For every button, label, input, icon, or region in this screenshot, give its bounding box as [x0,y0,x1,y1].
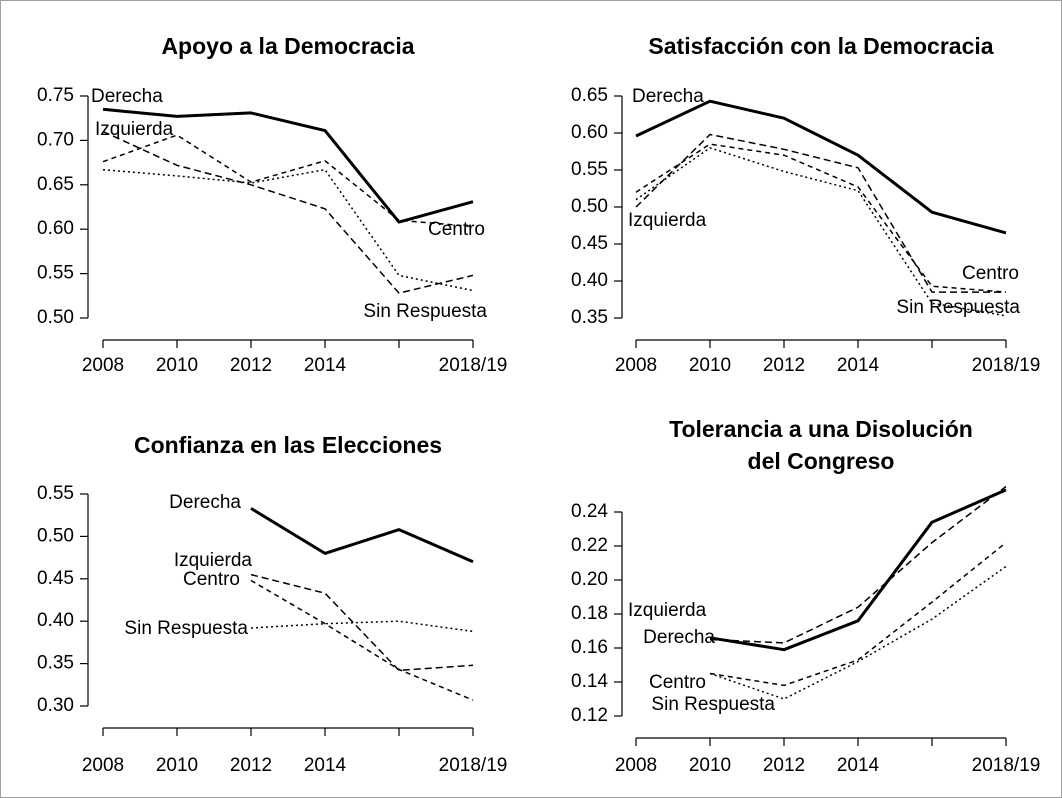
y-tick-label: 0.40 [571,270,608,291]
series-line [709,565,1007,700]
x-tick-label: 2010 [689,755,731,776]
chart-title: del Congreso [748,448,895,474]
chart-title: Confianza en las Elecciones [134,432,442,458]
series-label: Izquierda [628,210,707,231]
x-tick-label: 2012 [230,355,272,376]
series-line [635,99,1007,235]
y-tick-label: 0.65 [571,85,608,106]
series-line [709,488,1007,652]
series-line [250,620,474,633]
y-tick-label: 0.75 [37,85,74,106]
x-tick-label: 2018/19 [972,755,1041,776]
x-tick-label: 2010 [689,355,731,376]
series-label: Centro [962,263,1019,284]
y-tick-label: 0.40 [37,610,74,631]
y-tick-label: 0.12 [571,705,608,726]
y-tick-label: 0.65 [37,174,74,195]
y-tick-label: 0.55 [37,483,74,504]
series-line [709,485,1007,644]
y-tick-label: 0.45 [571,233,608,254]
series-line [635,133,1006,293]
y-tick-label: 0.22 [571,535,608,556]
y-tick-label: 0.30 [37,695,74,716]
x-tick-label: 2014 [304,755,347,776]
series-line [250,573,474,672]
series-label: Sin Respuesta [124,618,248,639]
series-label: Izquierda [95,119,174,140]
series-label: Izquierda [174,550,253,571]
x-tick-label: 2008 [615,755,657,776]
x-tick-label: 2014 [837,755,880,776]
chart-title: Tolerancia a una Disolución [669,416,973,442]
x-tick-label: 2014 [837,355,880,376]
series-label: Derecha [91,86,163,107]
series-label: Sin Respuesta [363,301,487,322]
y-tick-label: 0.60 [37,218,74,239]
series-line [250,507,474,564]
y-tick-label: 0.35 [37,653,74,674]
series-label: Izquierda [628,600,707,621]
x-tick-label: 2012 [763,755,805,776]
y-tick-label: 0.60 [571,122,608,143]
x-tick-label: 2012 [230,755,272,776]
chart-title: Apoyo a la Democracia [161,33,414,59]
series-label: Derecha [632,86,704,107]
y-tick-label: 0.55 [37,263,74,284]
y-tick-label: 0.35 [571,307,608,328]
x-tick-label: 2018/19 [439,355,508,376]
series-label: Centro [428,219,485,240]
y-tick-label: 0.18 [571,603,608,624]
y-tick-label: 0.50 [37,307,74,328]
x-tick-label: 2014 [304,355,347,376]
x-tick-label: 2010 [156,755,198,776]
x-tick-label: 2018/19 [972,355,1041,376]
series-line [709,542,1007,687]
series-line [635,143,1007,293]
x-tick-label: 2012 [763,355,805,376]
x-tick-label: 2008 [82,355,124,376]
series-line [250,579,474,701]
series-line [102,134,474,228]
y-tick-label: 0.24 [571,501,608,522]
y-tick-label: 0.55 [571,159,608,180]
y-tick-label: 0.16 [571,637,608,658]
y-tick-label: 0.20 [571,569,608,590]
series-label: Sin Respuesta [651,694,775,715]
series-label: Centro [183,569,240,590]
y-tick-label: 0.70 [37,129,74,150]
chart-title: Satisfacción con la Democracia [648,33,993,59]
y-tick-label: 0.45 [37,568,74,589]
x-tick-label: 2008 [82,755,124,776]
series-line [102,130,474,294]
series-label: Derecha [643,627,715,648]
series-line [635,147,1007,317]
y-tick-label: 0.50 [37,525,74,546]
series-label: Derecha [169,492,241,513]
series-line [102,168,474,292]
y-tick-label: 0.50 [571,196,608,217]
series-line [102,107,474,224]
x-tick-label: 2010 [156,355,198,376]
x-tick-label: 2018/19 [439,755,508,776]
series-label: Centro [649,672,706,693]
y-tick-label: 0.14 [571,671,608,692]
series-label: Sin Respuesta [896,297,1020,318]
x-tick-label: 2008 [615,355,657,376]
